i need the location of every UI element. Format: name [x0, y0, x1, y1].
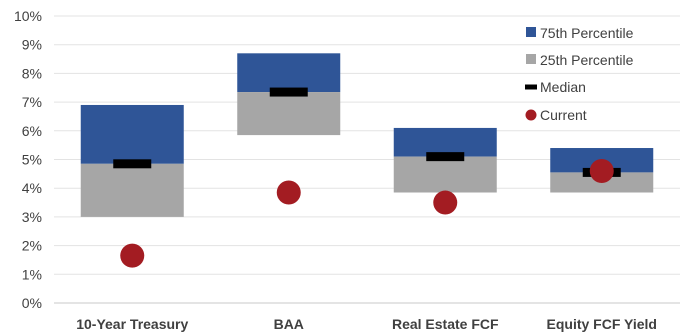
legend-label: 25th Percentile: [540, 52, 634, 68]
y-tick-label: 5%: [22, 152, 42, 168]
current-marker: [589, 158, 614, 183]
bar-25th-percentile: [80, 163, 184, 217]
y-tick-label: 7%: [22, 94, 42, 110]
legend-label: 75th Percentile: [540, 25, 634, 41]
legend-swatch-median: [525, 84, 537, 90]
legend-swatch-25th: [526, 54, 536, 64]
legend-swatch-75th: [526, 27, 536, 37]
legend-label: Current: [540, 107, 587, 123]
median-marker: [269, 87, 308, 97]
legend: 75th Percentile 25th Percentile Median Curr…: [525, 25, 634, 123]
current-marker: [276, 180, 301, 205]
category-label: 10-Year Treasury: [76, 316, 188, 332]
y-tick-label: 3%: [22, 209, 42, 225]
bar-25th-percentile: [237, 92, 341, 136]
y-tick-label: 8%: [22, 65, 42, 81]
legend-swatch-current: [525, 109, 537, 121]
y-tick-label: 2%: [22, 238, 42, 254]
median-marker: [113, 159, 152, 169]
y-tick-label: 1%: [22, 266, 42, 282]
bar-75th-percentile: [80, 104, 184, 164]
y-tick-label: 10%: [14, 8, 42, 24]
y-tick-labels: 0% 1% 2% 3% 4% 5% 6% 7% 8% 9% 10%: [14, 8, 42, 311]
y-tick-label: 6%: [22, 123, 42, 139]
bar-layer: [80, 53, 654, 268]
bar-75th-percentile: [393, 127, 497, 157]
category-label: BAA: [274, 316, 304, 332]
bar-75th-percentile: [237, 53, 341, 93]
category-label: Real Estate FCF: [392, 316, 499, 332]
bar-25th-percentile: [393, 156, 497, 193]
median-marker: [426, 152, 465, 162]
y-tick-label: 9%: [22, 37, 42, 53]
y-tick-label: 4%: [22, 180, 42, 196]
current-marker: [120, 243, 145, 268]
current-marker: [433, 190, 458, 215]
category-label: Equity FCF Yield: [547, 316, 657, 332]
y-tick-label: 0%: [22, 295, 42, 311]
category-labels: 10-Year Treasury BAA Real Estate FCF Equity…: [76, 316, 657, 332]
legend-label: Median: [540, 79, 586, 95]
